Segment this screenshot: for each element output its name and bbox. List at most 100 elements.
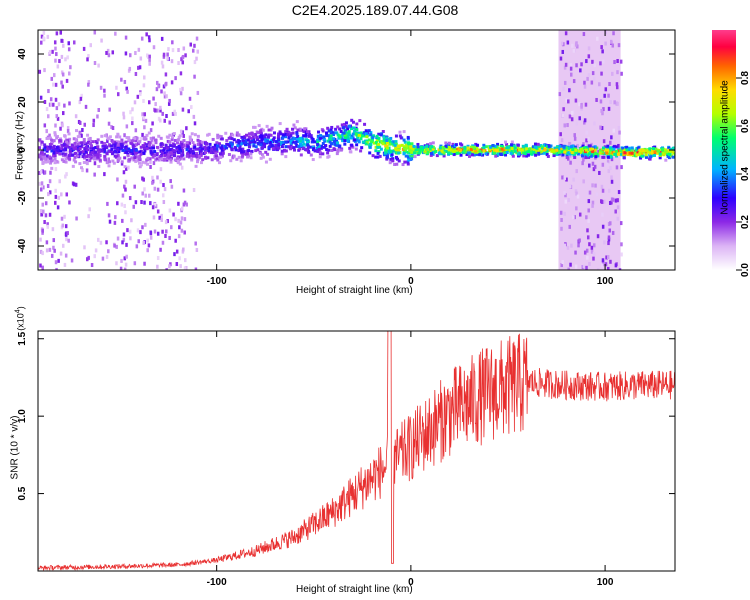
noise-cell [40, 212, 44, 217]
noise-cell [170, 59, 174, 64]
colorbar-ticks: 0.00.20.40.60.8 [736, 71, 750, 277]
noise-cell [116, 236, 120, 241]
ridge-cell [163, 151, 167, 155]
noise-cell [178, 256, 181, 261]
x-tick-label: 100 [597, 276, 614, 287]
noise-cell [38, 69, 42, 74]
noise-cell [67, 238, 70, 243]
ridge-cell [58, 139, 62, 143]
ridge-cell [655, 151, 659, 155]
ridge-cell [238, 144, 242, 148]
ridge-cell [254, 133, 258, 137]
ridge-cell [270, 126, 274, 130]
ridge-cell [630, 151, 634, 155]
noise-cell [65, 172, 68, 177]
noise-cell [600, 108, 603, 113]
ridge-cell [63, 148, 67, 152]
ridge-cell [429, 153, 433, 157]
ridge-cell [277, 134, 281, 138]
ridge-cell [50, 166, 54, 170]
ridge-cell [389, 157, 393, 161]
ridge-cell [207, 146, 211, 150]
ridge-cell [278, 130, 282, 134]
noise-cell [53, 40, 57, 45]
noise-cell [115, 85, 118, 90]
ridge-cell [327, 133, 331, 137]
noise-cell [152, 215, 156, 220]
ridge-cell [133, 156, 137, 160]
noise-cell [615, 165, 619, 170]
ridge-cell [361, 134, 365, 138]
noise-cell [59, 30, 63, 35]
noise-cell [161, 229, 164, 234]
ridge-cell [465, 152, 469, 156]
ridge-cell [650, 151, 654, 155]
ridge-cell [475, 145, 479, 149]
ridge-cell [424, 145, 428, 149]
ridge-cell [84, 149, 88, 153]
ridge-cell [46, 145, 50, 149]
noise-cell [617, 125, 621, 130]
ridge-cell [115, 135, 119, 139]
ridge-cell [376, 155, 380, 159]
ridge-cell [216, 136, 220, 140]
ridge-cell [532, 150, 536, 154]
ridge-cell [189, 154, 193, 158]
ridge-cell [137, 161, 141, 165]
ridge-cell [199, 161, 203, 165]
ridge-cell [224, 146, 228, 150]
noise-cell [607, 188, 611, 193]
ridge-cell [404, 147, 408, 151]
ridge-cell [339, 148, 343, 152]
noise-cell [133, 100, 137, 105]
noise-cell [48, 212, 52, 217]
ridge-cell [407, 146, 411, 150]
noise-cell [123, 79, 127, 84]
noise-cell [597, 150, 600, 155]
ridge-cell [229, 144, 233, 148]
noise-cell [563, 211, 566, 216]
ridge-cell [143, 149, 147, 153]
ridge-cell [175, 146, 179, 150]
ridge-cell [134, 139, 138, 143]
ridge-cell [534, 145, 538, 149]
ridge-cell [429, 152, 433, 156]
noise-cell [564, 31, 568, 36]
ridge-cell [372, 141, 376, 145]
ridge-cell [426, 147, 430, 151]
ridge-cell [342, 126, 346, 130]
noise-cell [575, 63, 578, 68]
noise-cell [122, 111, 125, 116]
ridge-cell [48, 155, 52, 159]
noise-cell [163, 118, 166, 123]
noise-cell [143, 75, 146, 80]
noise-cell [183, 145, 187, 150]
ridge-cell [491, 151, 495, 155]
ridge-cell [316, 149, 320, 153]
ridge-cell [326, 126, 330, 130]
ridge-cell [229, 159, 233, 163]
noise-cell [177, 234, 181, 239]
noise-cell [575, 191, 578, 196]
ridge-cell [52, 144, 56, 148]
noise-cell [142, 83, 146, 88]
ridge-cell [317, 135, 321, 139]
noise-cell [156, 231, 160, 236]
noise-cell [569, 66, 573, 71]
ridge-cell [619, 149, 623, 153]
ridge-cell [619, 152, 623, 156]
ridge-cell [87, 137, 91, 141]
ridge-cell [94, 150, 98, 154]
noise-cell [618, 130, 621, 135]
ridge-cell [242, 136, 246, 140]
ridge-cell [148, 144, 152, 148]
ridge-cell [45, 149, 49, 153]
noise-cell [560, 41, 564, 46]
ridge-cell [159, 136, 163, 140]
ridge-cell [560, 150, 564, 154]
ridge-cell [495, 145, 499, 149]
ridge-cell [601, 146, 605, 150]
ridge-cell [394, 155, 398, 159]
noise-cell [78, 100, 82, 105]
